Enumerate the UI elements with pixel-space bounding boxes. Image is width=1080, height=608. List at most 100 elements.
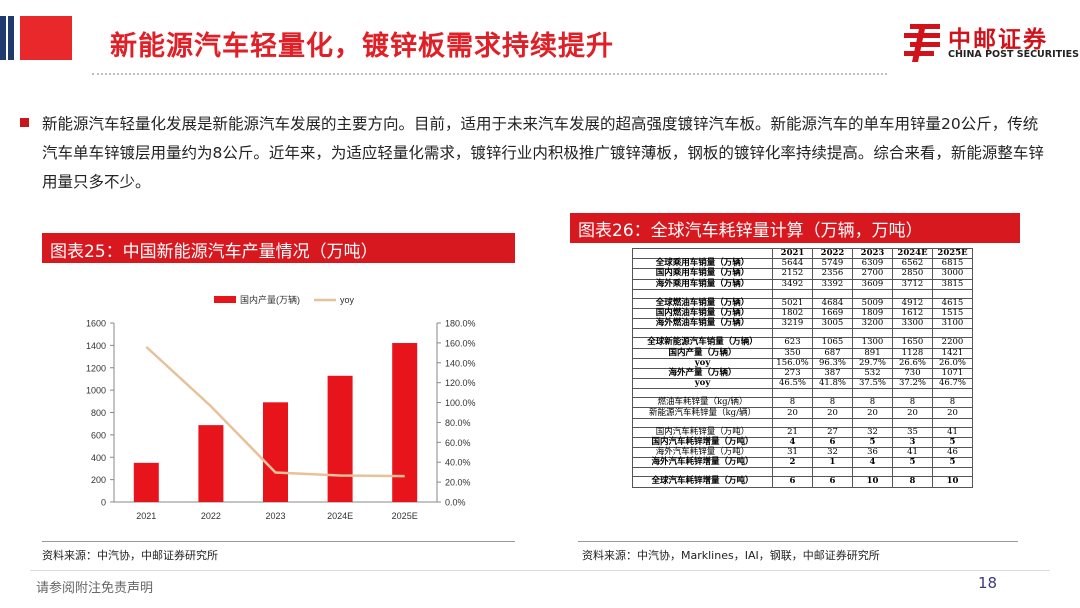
table-row: yoy 46.5% 41.8% 37.5% 37.2% 46.7% <box>632 378 973 390</box>
table-cell: 6562 <box>892 258 933 270</box>
table-row: 海外燃油车销量（万辆） 3219 3005 3200 3300 3100 <box>632 318 973 330</box>
table-row: 全球新能源汽车销量（万辆） 623 1065 1300 1650 2200 <box>632 337 973 349</box>
table-row: yoy 156.0% 96.3% 29.7% 26.6% 26.0% <box>632 357 973 369</box>
table-cell: 891 <box>852 347 893 359</box>
table-cell: 5 <box>852 436 893 449</box>
x-tick-label: 2023 <box>265 511 285 521</box>
table-cell: 387 <box>812 367 853 380</box>
x-tick-label: 2021 <box>136 511 156 521</box>
table-cell: 37.5% <box>852 378 893 390</box>
table-header-cell: 2023 <box>852 247 893 260</box>
table-row: 新能源汽车耗锌量（kg/辆） 20 20 20 20 20 <box>632 407 973 419</box>
table-cell: 2850 <box>892 268 933 280</box>
y-tick-label-right: 60.0% <box>445 438 471 448</box>
page-title: 新能源汽车轻量化，镀锌板需求持续提升 <box>110 31 614 62</box>
y-tick-label-right: 120.0% <box>445 378 476 388</box>
table-title-bar: 图表26：全球汽车耗锌量计算（万辆，万吨） <box>570 213 1020 243</box>
table-cell: 32 <box>852 426 893 438</box>
table-cell: 1669 <box>812 307 853 320</box>
y-tick-label-left: 1000 <box>86 386 106 396</box>
table-cell: 26.0% <box>932 357 973 369</box>
table-source-divider <box>578 541 1018 542</box>
table-cell: 6309 <box>852 258 893 270</box>
table-cell: 6 <box>812 476 853 488</box>
table-cell: 29.7% <box>852 357 893 369</box>
y-tick-label-right: 180.0% <box>445 319 476 329</box>
table-empty-cell <box>772 418 813 428</box>
table-header-cell: 2025E <box>932 247 973 260</box>
y-tick-label-left: 1400 <box>86 341 106 351</box>
table-cell: 2200 <box>932 337 973 349</box>
table-empty-cell <box>932 289 973 299</box>
table-cell: 156.0% <box>772 357 813 369</box>
table-cell: 6 <box>812 436 853 449</box>
table-empty-cell <box>932 418 973 428</box>
x-tick-label: 2024E <box>327 511 353 521</box>
table-row: 燃油车耗锌量（kg/辆） 8 8 8 8 8 <box>632 397 973 409</box>
bullet-square-icon <box>20 118 29 127</box>
y-tick-label-right: 100.0% <box>445 398 476 408</box>
table-cell: 1612 <box>892 307 933 320</box>
bar-2025E <box>392 343 418 502</box>
table-cell: 41.8% <box>812 378 853 390</box>
table-cell: 2356 <box>812 268 853 280</box>
y-tick-label-left: 600 <box>91 430 106 440</box>
table-cell: 46 <box>932 446 973 459</box>
legend-bar-swatch <box>214 296 236 303</box>
table-row-label: 海外产量（万辆） <box>632 367 773 380</box>
table-cell: 1802 <box>772 307 813 320</box>
table-cell: 20 <box>812 407 853 419</box>
table-cell: 8 <box>932 397 973 409</box>
table-cell: 8 <box>812 397 853 409</box>
table-spacer-row <box>632 467 973 477</box>
table-row: 海外产量（万辆） 273 387 532 730 1071 <box>632 367 973 380</box>
chart-title: 图表25：中国新能源汽车产量情况（万吨） <box>50 242 378 262</box>
table-row: 国内乘用车销量（万辆） 2152 2356 2700 2850 3000 <box>632 268 973 280</box>
table-cell: 3392 <box>812 278 853 290</box>
table-empty-cell <box>892 289 933 299</box>
table-cell: 8 <box>892 476 933 488</box>
table-cell: 10 <box>932 476 973 488</box>
bar-2022 <box>198 425 224 502</box>
table-cell: 273 <box>772 367 813 380</box>
x-tick-label: 2022 <box>201 511 221 521</box>
table-empty-cell <box>932 388 973 398</box>
table-row-label: 燃油车耗锌量（kg/辆） <box>632 397 773 409</box>
table-empty-cell <box>812 418 853 428</box>
chart-source: 资料来源：中汽协，中邮证券研究所 <box>42 549 218 562</box>
x-tick-label: 2025E <box>392 511 418 521</box>
y-tick-label-right: 160.0% <box>445 338 476 348</box>
table-cell: 2 <box>772 457 813 469</box>
table-cell: 532 <box>852 367 893 380</box>
table-cell: 730 <box>892 367 933 380</box>
table-cell: 41 <box>892 446 933 459</box>
table-row-label: 全球汽车耗锌增量（万吨） <box>632 476 773 488</box>
table-cell: 350 <box>772 347 813 359</box>
table-cell: 4615 <box>932 297 973 309</box>
company-logo: 中邮证券 CHINA POST SECURITIES <box>900 18 1079 68</box>
bar-2023 <box>263 402 288 502</box>
header-decor-block <box>20 16 72 60</box>
table-row: 海外汽车耗锌增量（万吨） 2 1 4 5 5 <box>632 457 973 469</box>
table-cell: 3000 <box>932 268 973 280</box>
chart-title-bar: 图表25：中国新能源汽车产量情况（万吨） <box>42 233 515 263</box>
table-row-label: 国内汽车耗锌增量（万吨） <box>632 436 773 449</box>
table-cell: 3712 <box>892 278 933 290</box>
table-row: 国内汽车耗锌增量（万吨） 4 6 5 3 5 <box>632 436 973 449</box>
table-header-cell: 2022 <box>812 247 853 260</box>
chart-source-divider <box>42 541 515 542</box>
header-decor-bar <box>8 16 14 60</box>
table-title: 图表26：全球汽车耗锌量计算（万辆，万吨） <box>578 221 923 241</box>
zinc-consumption-table: 2021 2022 2023 2024E 2025E 全球乘用车销量（万辆） 5644 574… <box>632 247 973 488</box>
table-cell: 3005 <box>812 318 853 330</box>
table-cell: 8 <box>852 397 893 409</box>
table-row-label: 国内乘用车销量（万辆） <box>632 268 773 280</box>
y-tick-label-right: 40.0% <box>445 458 471 468</box>
table-cell: 27 <box>812 426 853 438</box>
table-cell: 37.2% <box>892 378 933 390</box>
table-row-label: 海外燃油车销量（万辆） <box>632 318 773 330</box>
table-cell: 20 <box>852 407 893 419</box>
table-cell: 1809 <box>852 307 893 320</box>
table-cell: 3492 <box>772 278 813 290</box>
table-cell: 3609 <box>852 278 893 290</box>
